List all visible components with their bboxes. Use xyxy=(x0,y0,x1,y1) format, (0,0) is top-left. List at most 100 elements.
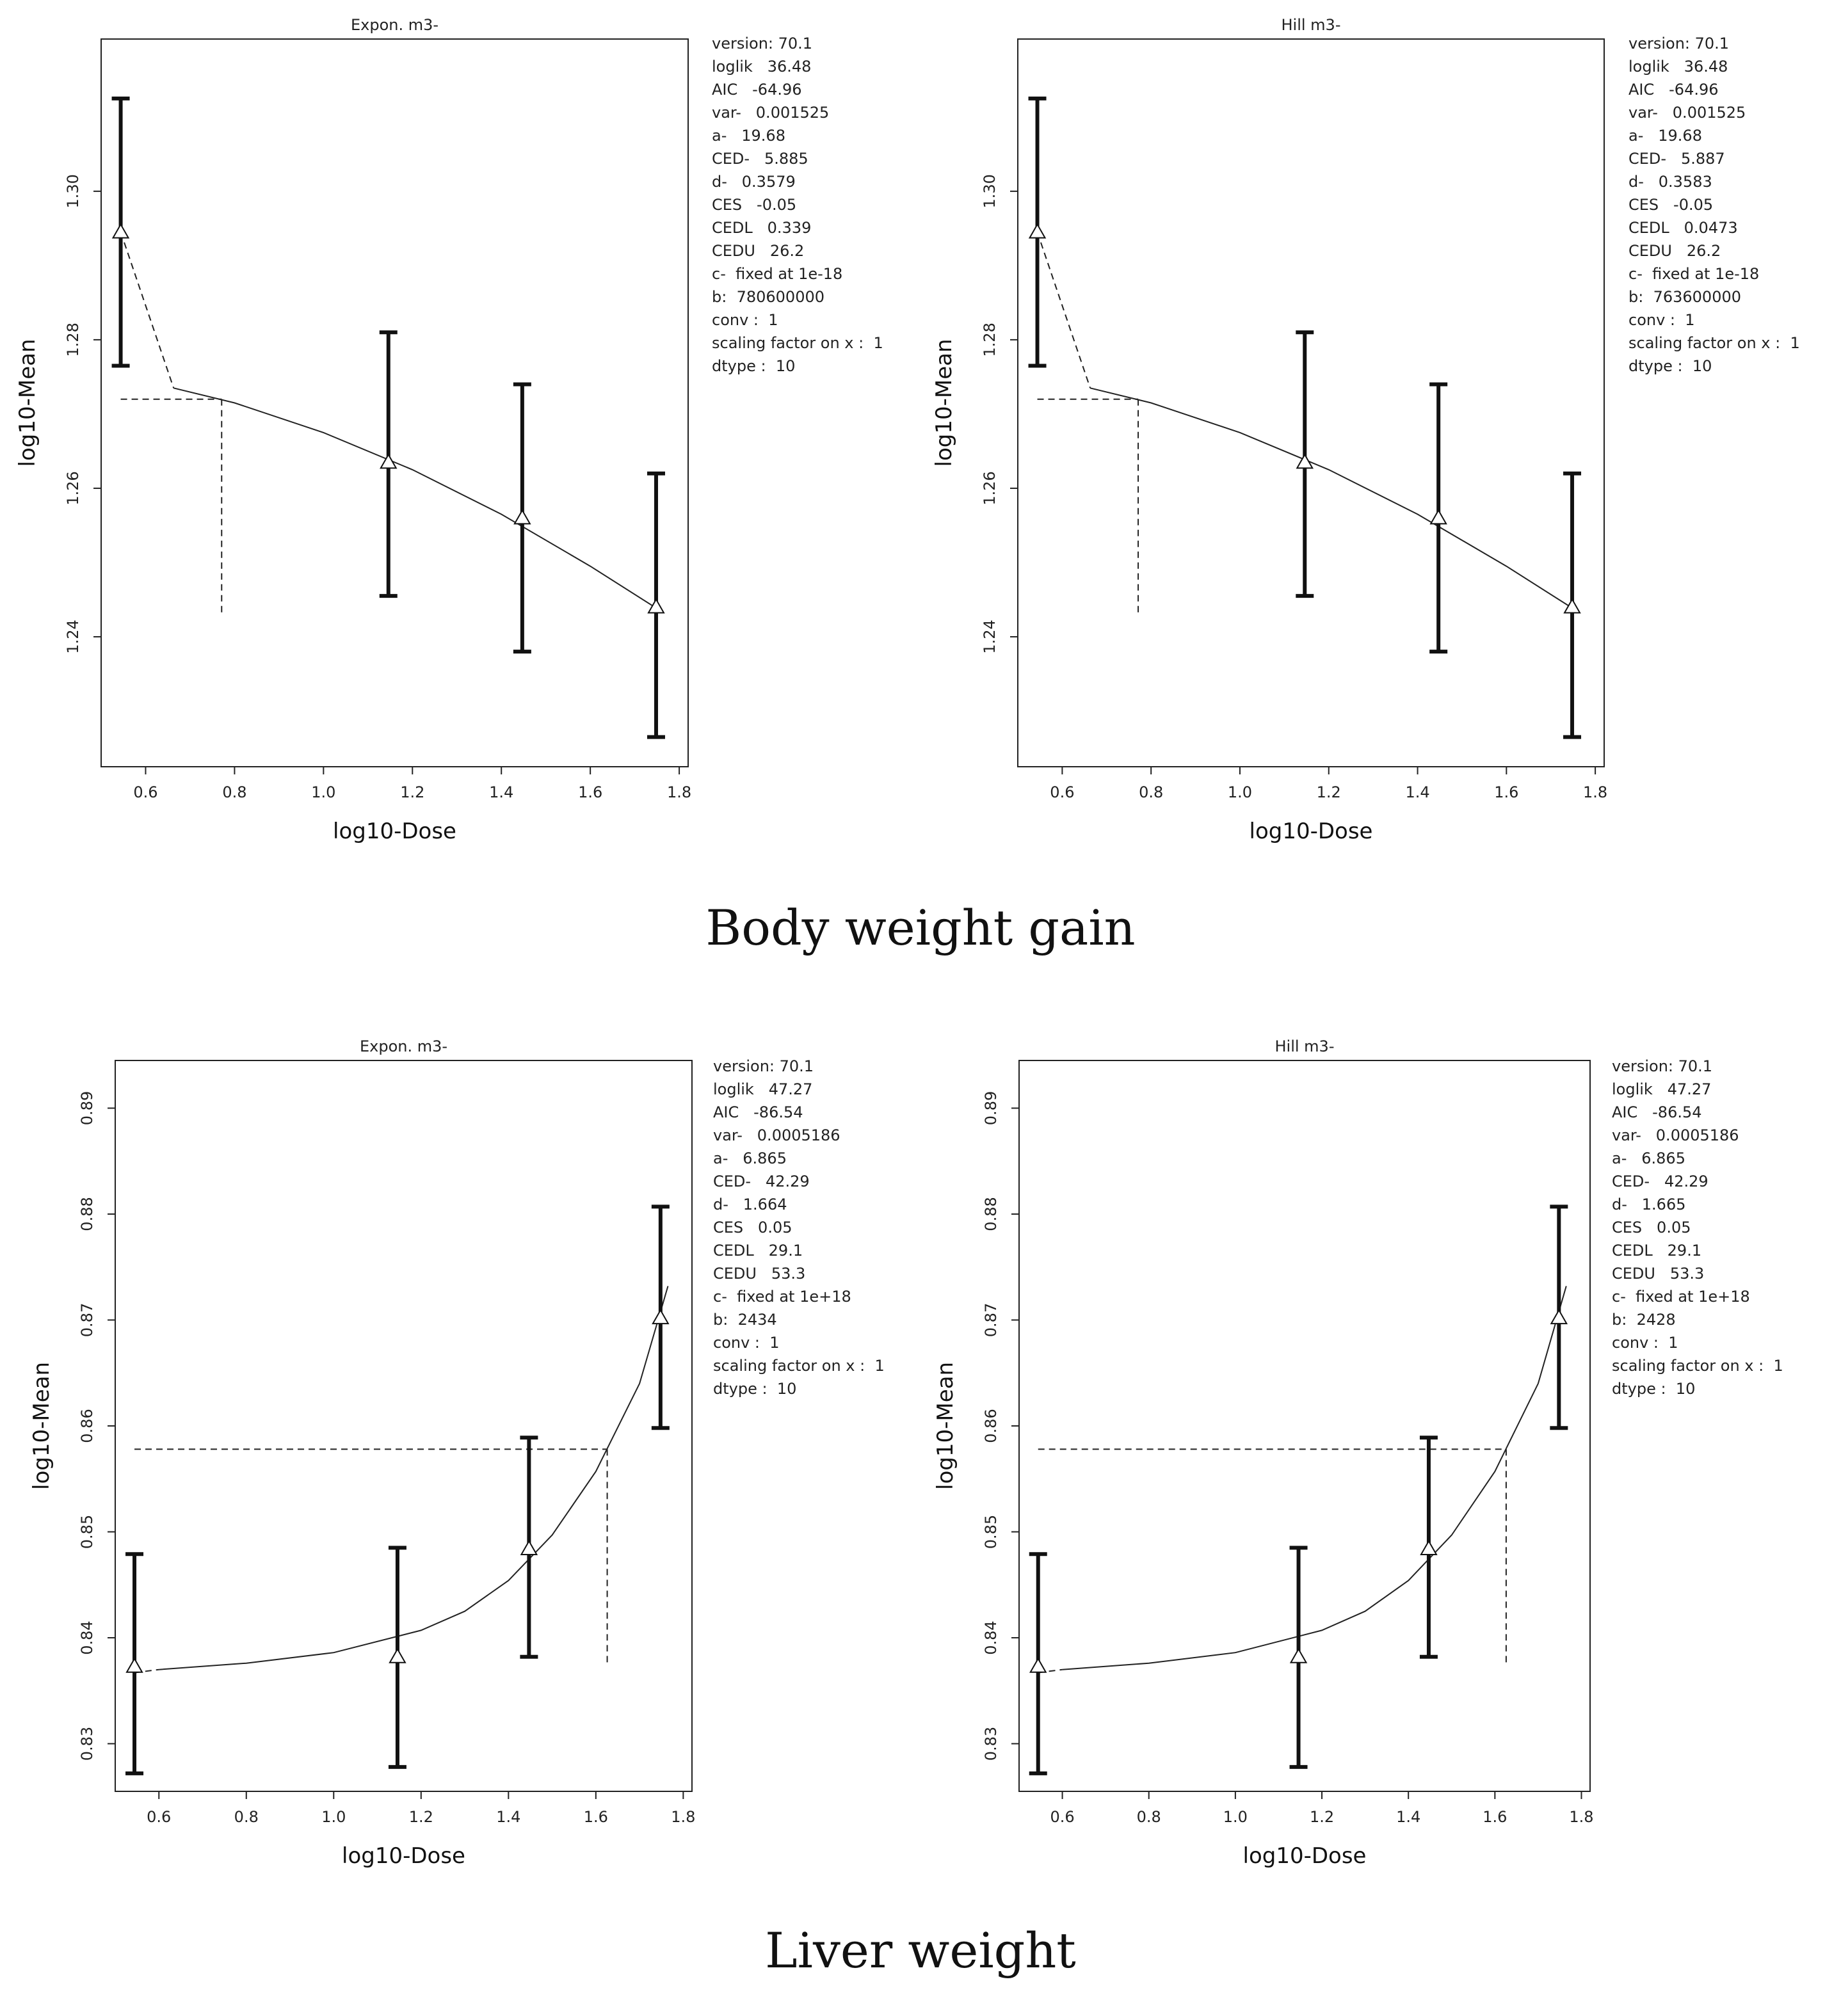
stats-line: b: 2434 xyxy=(713,1311,777,1329)
stats-line: CEDU 53.3 xyxy=(713,1265,806,1283)
x-tick-label: 1.6 xyxy=(1494,783,1518,801)
x-tick-label: 0.8 xyxy=(222,783,246,801)
x-tick-label: 1.4 xyxy=(489,783,513,801)
x-tick-label: 1.2 xyxy=(1310,1808,1334,1826)
plot-frame xyxy=(1017,38,1605,767)
stats-line: loglik 36.48 xyxy=(1628,58,1728,76)
stats-line: dtype : 10 xyxy=(1628,357,1712,375)
y-tick-label: 0.86 xyxy=(982,1409,1000,1443)
y-tick-label: 1.26 xyxy=(64,471,82,505)
data-point-triangle xyxy=(513,509,531,525)
y-axis-label: log10-Mean xyxy=(15,339,40,467)
stats-line: dtype : 10 xyxy=(713,1380,797,1398)
stats-line: conv : 1 xyxy=(1612,1334,1678,1352)
y-tick-label: 0.85 xyxy=(982,1515,1000,1549)
x-tick-label: 1.2 xyxy=(409,1808,433,1826)
data-point-triangle xyxy=(1563,598,1581,614)
stats-list: version: 70.1 loglik 47.27 AIC -86.54 va… xyxy=(713,1055,885,1400)
stats-line: CEDU 26.2 xyxy=(1628,242,1721,260)
x-tick-label: 1.6 xyxy=(584,1808,608,1826)
stats-line: CED- 42.29 xyxy=(1612,1172,1708,1190)
fit-curve xyxy=(159,1286,669,1670)
x-tick-label: 0.6 xyxy=(133,783,157,801)
x-axis-label: log10-Dose xyxy=(1250,819,1373,844)
y-tick-label: 1.24 xyxy=(64,620,82,653)
stats-line: version: 70.1 xyxy=(713,1057,814,1075)
y-axis-label: log10-Mean xyxy=(933,1362,958,1490)
data-point-triangle xyxy=(1029,1657,1047,1673)
stats-list: version: 70.1 loglik 36.48 AIC -64.96 va… xyxy=(1628,32,1800,378)
x-tick-label: 1.6 xyxy=(1483,1808,1507,1826)
y-tick-label: 1.24 xyxy=(981,620,999,653)
plot-frame xyxy=(1018,1060,1591,1792)
data-point-triangle xyxy=(1550,1309,1568,1325)
stats-line: b: 2428 xyxy=(1612,1311,1676,1329)
y-tick-label: 1.30 xyxy=(64,174,82,208)
y-tick-label: 0.87 xyxy=(982,1303,1000,1337)
y-tick-label: 0.89 xyxy=(982,1091,1000,1125)
stats-line: scaling factor on x : 1 xyxy=(1628,334,1800,352)
chart-title: Expon. m3- xyxy=(351,16,438,34)
x-tick-label: 1.0 xyxy=(1223,1808,1248,1826)
stats-line: CEDL 0.339 xyxy=(712,219,812,237)
chart-title: Expon. m3- xyxy=(360,1037,447,1055)
y-axis-label: log10-Mean xyxy=(931,339,957,467)
data-point-triangle xyxy=(652,1309,670,1325)
data-point-triangle xyxy=(1028,223,1047,239)
stats-line: dtype : 10 xyxy=(1612,1380,1696,1398)
stats-line: c- fixed at 1e+18 xyxy=(713,1288,851,1306)
x-axis-label: log10-Dose xyxy=(333,819,456,844)
stats-line: CEDU 53.3 xyxy=(1612,1265,1705,1283)
data-point-triangle xyxy=(647,598,665,614)
fit-dashed-segment xyxy=(120,232,175,388)
stats-line: AIC -86.54 xyxy=(713,1103,803,1121)
x-tick-label: 1.0 xyxy=(1228,783,1252,801)
stats-line: d- 1.665 xyxy=(1612,1196,1686,1213)
stats-line: CED- 42.29 xyxy=(713,1172,810,1190)
stats-line: version: 70.1 xyxy=(712,35,813,52)
stats-line: CES -0.05 xyxy=(1628,196,1714,214)
data-point-triangle xyxy=(1429,509,1447,525)
y-axis-label: log10-Mean xyxy=(29,1362,54,1490)
y-tick-label: 0.85 xyxy=(78,1515,96,1549)
x-tick-label: 0.8 xyxy=(234,1808,259,1826)
x-tick-label: 1.4 xyxy=(1396,1808,1420,1826)
x-axis-label: log10-Dose xyxy=(342,1843,465,1869)
stats-line: version: 70.1 xyxy=(1612,1057,1713,1075)
stats-line: CEDL 0.0473 xyxy=(1628,219,1738,237)
y-tick-label: 0.88 xyxy=(78,1197,96,1231)
x-tick-label: 0.6 xyxy=(1050,1808,1074,1826)
stats-line: conv : 1 xyxy=(713,1334,780,1352)
chart-svg: Hill m3- 0.6 0.8 1.0 1.2 1.4 1.6 1.8 1.24 1.26 1.2… xyxy=(931,16,1607,844)
data-point-triangle xyxy=(380,453,398,469)
stats-line: dtype : 10 xyxy=(712,357,796,375)
stats-line: a- 19.68 xyxy=(1628,127,1702,145)
x-tick-label: 1.8 xyxy=(667,783,691,801)
x-tick-label: 1.8 xyxy=(1569,1808,1593,1826)
stats-line: CED- 5.887 xyxy=(1628,150,1725,168)
chart-svg: Expon. m3- 0.6 0.8 1.0 1.2 1.4 1.6 1.8 1.24 1.26 1… xyxy=(15,16,691,844)
x-tick-label: 1.8 xyxy=(671,1808,695,1826)
stats-line: c- fixed at 1e+18 xyxy=(1612,1288,1750,1306)
stats-line: var- 0.001525 xyxy=(1628,104,1746,122)
chart-title: Hill m3- xyxy=(1275,1037,1335,1055)
data-point-triangle xyxy=(389,1647,406,1663)
chart-svg: Hill m3- 0.6 0.8 1.0 1.2 1.4 1.6 1.8 0.83 0.84 0.8… xyxy=(933,1037,1594,1869)
y-tick-label: 1.28 xyxy=(64,323,82,356)
x-tick-label: 1.2 xyxy=(1317,783,1341,801)
y-tick-label: 0.84 xyxy=(982,1620,1000,1654)
stats-line: CEDL 29.1 xyxy=(713,1242,803,1260)
stats-line: scaling factor on x : 1 xyxy=(712,334,883,352)
stats-line: scaling factor on x : 1 xyxy=(1612,1357,1783,1375)
stats-list: version: 70.1 loglik 36.48 AIC -64.96 va… xyxy=(712,32,883,378)
stats-line: AIC -86.54 xyxy=(1612,1103,1702,1121)
x-tick-label: 1.0 xyxy=(321,1808,346,1826)
data-point-triangle xyxy=(125,1657,143,1673)
x-tick-label: 1.0 xyxy=(311,783,335,801)
y-tick-label: 0.83 xyxy=(982,1727,1000,1761)
stats-line: CED- 5.885 xyxy=(712,150,808,168)
x-tick-label: 0.8 xyxy=(1137,1808,1161,1826)
stats-line: CEDU 26.2 xyxy=(712,242,805,260)
stats-line: d- 0.3583 xyxy=(1628,173,1712,191)
y-tick-label: 1.28 xyxy=(981,323,999,356)
